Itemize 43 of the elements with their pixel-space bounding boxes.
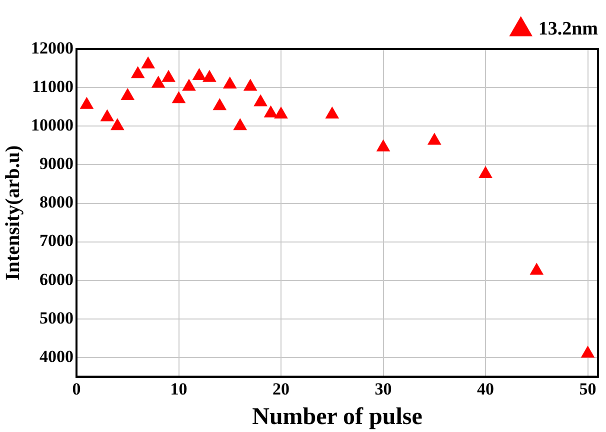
point	[100, 109, 114, 122]
y-axis-title: Intensity(arb.u)	[2, 145, 24, 280]
point	[80, 96, 94, 109]
point	[162, 70, 176, 82]
point	[264, 105, 278, 118]
point	[478, 166, 492, 178]
x-tick-label: 30	[374, 379, 392, 398]
point	[120, 88, 135, 100]
point	[151, 76, 166, 88]
y-tick-label: 9000	[40, 154, 74, 174]
y-tick-label: 4000	[40, 346, 74, 366]
x-axis-title: Number of pulse	[252, 404, 423, 430]
y-tick-label: 7000	[40, 231, 74, 250]
point	[222, 76, 237, 88]
y-tick-label: 6000	[40, 270, 74, 289]
y-tick-label: 11000	[32, 76, 74, 96]
x-tick-label: 0	[72, 379, 81, 398]
y-tick-label: 8000	[40, 192, 74, 212]
point	[202, 70, 216, 82]
point	[172, 91, 186, 104]
point	[192, 68, 206, 80]
point	[141, 56, 156, 68]
x-tick-label: 10	[170, 379, 188, 398]
point	[325, 106, 340, 119]
point	[580, 346, 595, 358]
point	[212, 98, 227, 110]
point	[243, 78, 258, 91]
point	[427, 132, 442, 145]
point	[182, 78, 196, 91]
point	[110, 118, 124, 130]
y-tick-label: 10000	[31, 116, 74, 135]
x-tick-label: 50	[579, 379, 596, 398]
y-tick-label: 5000	[40, 308, 74, 328]
point	[274, 106, 288, 119]
x-tick-label: 40	[477, 379, 494, 398]
x-tick-label: 20	[272, 379, 290, 398]
point	[376, 139, 390, 152]
point	[254, 94, 268, 106]
point	[530, 262, 544, 275]
point	[130, 66, 145, 78]
y-tick-label: 12000	[31, 38, 74, 58]
legend-label: 13.2nm	[538, 18, 598, 40]
point	[233, 118, 248, 130]
